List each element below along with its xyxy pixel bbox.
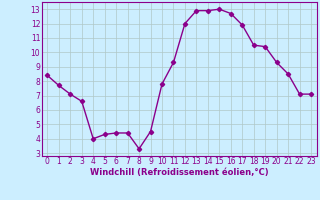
- X-axis label: Windchill (Refroidissement éolien,°C): Windchill (Refroidissement éolien,°C): [90, 168, 268, 177]
